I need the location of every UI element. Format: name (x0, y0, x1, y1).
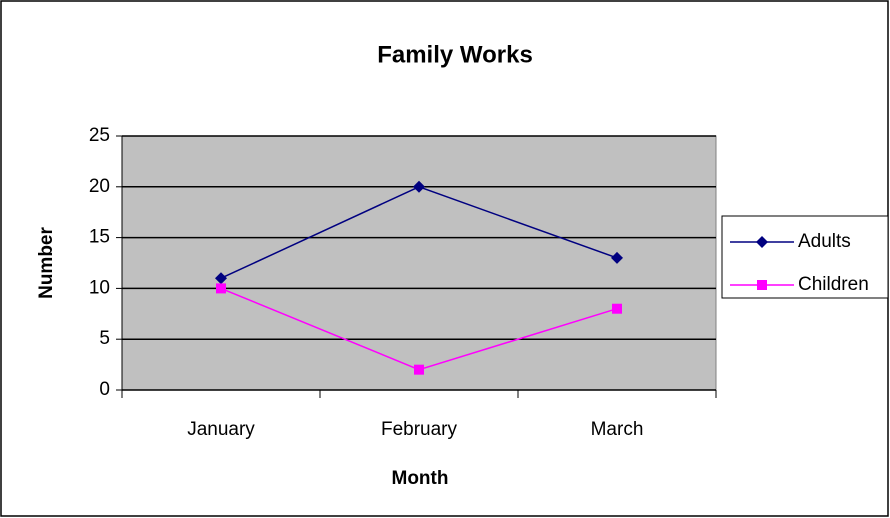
x-tick-label: January (187, 419, 255, 440)
x-tick-label: March (591, 419, 644, 440)
y-tick-label: 10 (89, 277, 110, 298)
marker (216, 283, 226, 294)
y-axis-label: Number (36, 227, 57, 299)
plot-area (121, 135, 717, 391)
marker (756, 236, 768, 248)
x-tick-label: February (381, 419, 458, 440)
legend-label: Children (798, 274, 869, 295)
y-tick-label: 15 (89, 227, 110, 248)
y-tick-label: 25 (89, 125, 110, 146)
x-axis-label: Month (392, 468, 449, 489)
marker (611, 251, 623, 264)
marker (612, 303, 622, 314)
chart-title: Family Works (377, 41, 533, 68)
legend-label: Adults (798, 231, 851, 252)
y-tick-label: 20 (89, 176, 110, 197)
y-tick-label: 0 (99, 379, 110, 400)
marker (215, 272, 227, 285)
marker (413, 180, 425, 193)
marker (757, 280, 767, 290)
y-tick-label: 5 (99, 328, 110, 349)
marker (414, 364, 424, 375)
